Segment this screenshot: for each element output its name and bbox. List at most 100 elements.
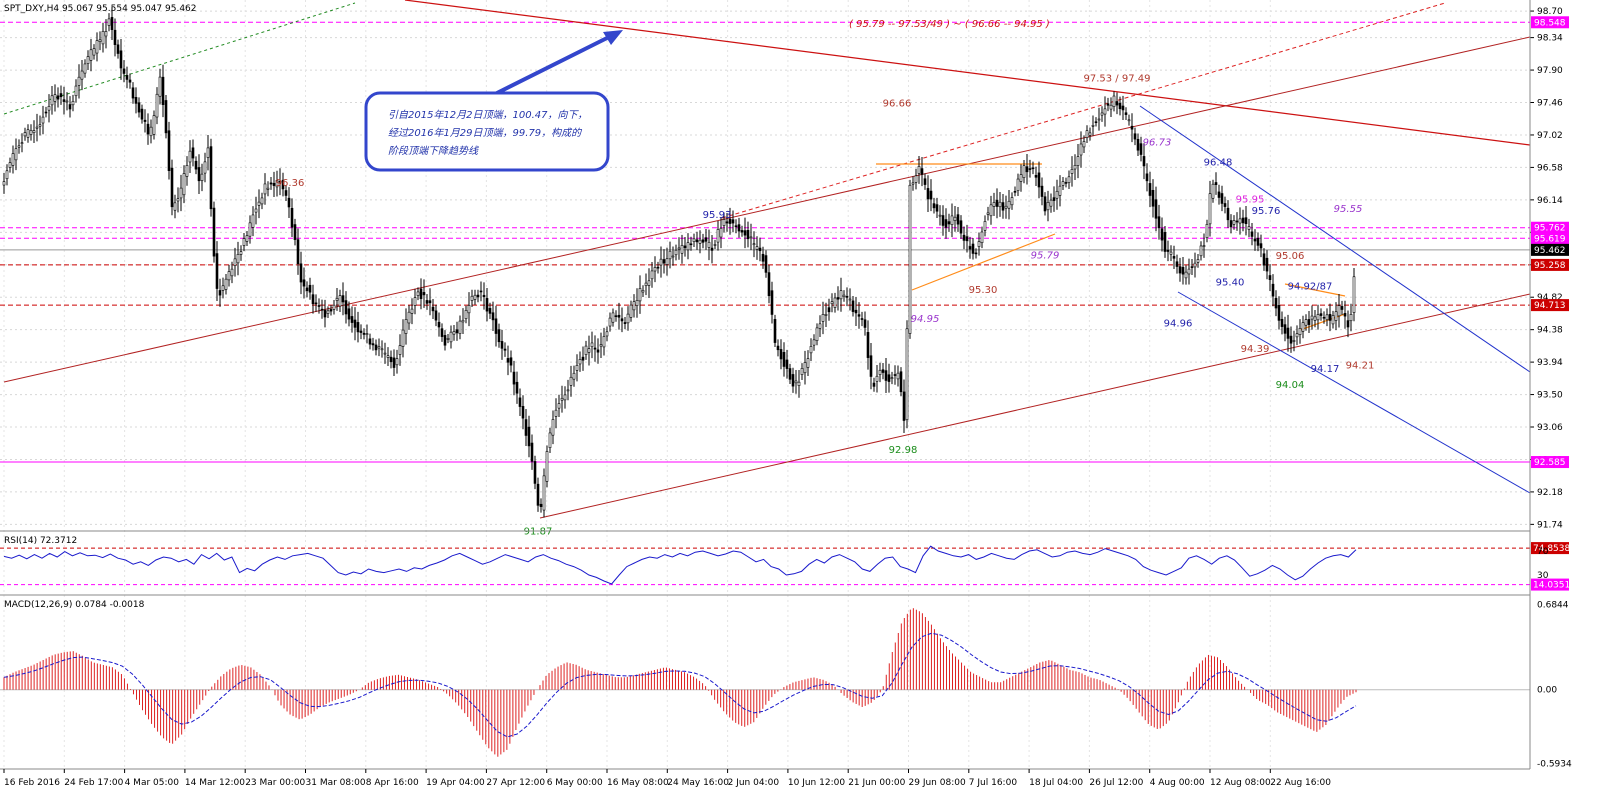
candle-body bbox=[1295, 333, 1299, 338]
macd-tick-label: -0.5934 bbox=[1537, 760, 1572, 770]
candle-body bbox=[1088, 132, 1092, 136]
candle-body bbox=[371, 343, 375, 346]
candle-body bbox=[827, 307, 831, 313]
time-tick-label: 29 Jun 08:00 bbox=[909, 778, 966, 788]
candle-body bbox=[167, 130, 171, 171]
candle-body bbox=[968, 246, 972, 250]
blue-channel-lower[interactable] bbox=[1177, 291, 1531, 494]
candle-body bbox=[59, 93, 63, 98]
small-triangle-top[interactable] bbox=[1284, 283, 1346, 297]
time-tick-label: 18 Jul 04:00 bbox=[1029, 778, 1083, 788]
candle-body bbox=[47, 106, 51, 111]
candle-body bbox=[1334, 311, 1338, 321]
candle-body bbox=[653, 267, 657, 272]
candle-body bbox=[998, 201, 1002, 208]
candle-body bbox=[116, 44, 120, 54]
candle-body bbox=[941, 215, 945, 226]
candle-body bbox=[506, 358, 510, 363]
candle-body bbox=[734, 225, 738, 228]
triangle-bottom-line[interactable] bbox=[911, 233, 1056, 291]
level-tag bbox=[1531, 456, 1569, 469]
candle-body bbox=[611, 312, 615, 323]
price-tick-label: 93.50 bbox=[1537, 391, 1563, 401]
candle-body bbox=[287, 197, 291, 208]
candle-body bbox=[215, 253, 219, 289]
candle-body bbox=[140, 108, 144, 120]
price-tick-label: 98.34 bbox=[1537, 34, 1563, 44]
price-annotation: 95.79 bbox=[1031, 250, 1060, 261]
candle-body bbox=[1127, 119, 1131, 122]
candle-body bbox=[1217, 191, 1221, 198]
candle-body bbox=[713, 244, 717, 246]
major-downtrend-line[interactable] bbox=[404, 0, 1531, 146]
candle-body bbox=[1244, 217, 1248, 225]
candle-body bbox=[572, 372, 576, 380]
candle-body bbox=[257, 201, 261, 206]
price-annotation: 94.92/87 bbox=[1288, 281, 1333, 292]
candle-body bbox=[53, 94, 57, 102]
rsi-level-tag-text: 74.8538 bbox=[1533, 544, 1570, 554]
candle-body bbox=[983, 221, 987, 231]
candle-body bbox=[614, 315, 618, 317]
candle-body bbox=[896, 372, 900, 380]
candle-body bbox=[383, 352, 387, 355]
candle-body bbox=[836, 297, 840, 300]
lower-channel-line[interactable] bbox=[539, 293, 1531, 519]
candle-body bbox=[356, 322, 360, 333]
candle-body bbox=[929, 190, 933, 200]
candle-body bbox=[1103, 108, 1107, 115]
candle-body bbox=[515, 381, 519, 394]
candle-body bbox=[1067, 176, 1071, 183]
candle-body bbox=[1154, 199, 1158, 219]
candle-body bbox=[365, 333, 369, 335]
candle-body bbox=[590, 342, 594, 348]
time-axis: 16 Feb 2016 24 Feb 17:00 4 Mar 05:00 14 Mar… bbox=[3, 769, 1331, 788]
price-annotation: 94.95 bbox=[911, 314, 940, 325]
candle-body bbox=[1235, 220, 1239, 223]
candle-body bbox=[989, 204, 993, 217]
callout-box[interactable]: 引自2015年12月2日顶端，100.47，向下， 经过2016年1月29日顶端… bbox=[364, 91, 610, 172]
candle-body bbox=[1289, 335, 1293, 344]
candle-body bbox=[176, 198, 180, 202]
time-tick-label: 21 Jun 00:00 bbox=[848, 778, 905, 788]
candle-body bbox=[938, 214, 942, 217]
price-annotation: 94.04 bbox=[1276, 380, 1305, 391]
small-triangle-bottom[interactable] bbox=[1299, 313, 1346, 331]
time-tick-label: 14 Mar 12:00 bbox=[185, 778, 245, 788]
price-annotation: 96.66 bbox=[883, 99, 912, 110]
candle-body bbox=[269, 182, 273, 185]
candle-body bbox=[470, 295, 474, 301]
candle-body bbox=[1007, 200, 1011, 209]
price-tick-label: 92.18 bbox=[1537, 488, 1563, 498]
candle-body bbox=[794, 380, 798, 384]
blue-channel-upper[interactable] bbox=[1139, 105, 1531, 373]
candle-body bbox=[1163, 232, 1167, 252]
upper-channel-line[interactable] bbox=[3, 36, 1531, 383]
candle-body bbox=[995, 199, 999, 207]
candle-body bbox=[416, 291, 420, 296]
rsi-level-tag bbox=[1531, 578, 1569, 591]
candle-body bbox=[1328, 313, 1332, 321]
candle-body bbox=[803, 362, 807, 374]
candle-body bbox=[566, 389, 570, 392]
candle-body bbox=[770, 290, 774, 315]
price-tick-label: 97.90 bbox=[1537, 66, 1563, 76]
candle-body bbox=[1274, 298, 1278, 309]
candle-body bbox=[716, 229, 720, 243]
time-tick-label: 24 May 16:00 bbox=[667, 778, 729, 788]
candle-body bbox=[173, 202, 177, 211]
candle-body bbox=[467, 305, 471, 314]
candle-body bbox=[161, 76, 165, 105]
candle-body bbox=[35, 126, 39, 129]
time-tick-label: 10 Jun 12:00 bbox=[788, 778, 845, 788]
candle-body bbox=[752, 243, 756, 246]
macd-pane: 0.6844 0.00 -0.5934 bbox=[0, 600, 1572, 770]
candle-body bbox=[818, 323, 822, 329]
candle-body bbox=[50, 95, 54, 106]
green-dashed-line[interactable] bbox=[3, 2, 356, 115]
candle-body bbox=[1097, 118, 1101, 121]
candle-body bbox=[455, 329, 459, 334]
candle-body bbox=[1178, 266, 1182, 274]
price-tick-label: 98.70 bbox=[1537, 7, 1563, 17]
